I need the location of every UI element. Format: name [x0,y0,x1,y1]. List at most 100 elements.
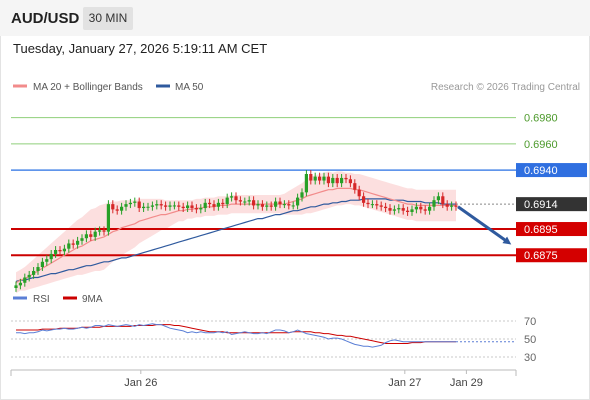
candle [32,267,36,279]
candle-body [348,179,352,184]
candle [45,255,49,266]
candle-body [181,206,185,209]
candle [159,200,163,210]
candle-body [370,204,374,206]
candle [296,193,300,210]
candle-body [260,204,264,207]
candle [14,281,18,292]
candle-body [137,201,141,209]
candle [177,201,181,211]
legend-label-ma50: MA 50 [175,82,204,93]
candle-body [106,204,110,232]
candle-body [410,209,414,212]
candle-body [98,230,102,232]
candle [260,200,264,211]
candle-body [366,202,370,205]
candle-body [164,205,168,207]
candle [243,197,247,206]
candle-body [45,259,49,262]
candle-body [304,174,308,193]
candle [27,270,31,282]
candle [137,197,141,212]
candle-body [238,200,242,202]
candle-body [32,270,36,275]
price-label-box [516,248,587,263]
candle-body [84,234,88,239]
candle [190,201,194,212]
candle [318,172,322,185]
rsi-tick-label: 30 [524,352,536,364]
candle-body [168,205,172,207]
candle [36,263,40,275]
candle-body [432,200,436,207]
candle-body [247,200,251,202]
candle [146,202,150,211]
candle [186,201,190,212]
candle-body [296,197,300,206]
candle [419,202,423,214]
price-label-target: 0.6980 [524,113,558,125]
candle [234,192,238,205]
candle-body [190,205,194,209]
price-label-resistance: 0.6940 [524,165,558,177]
candle-body [450,205,454,207]
candle [441,192,445,209]
candle [326,172,330,188]
candle-body [159,204,163,206]
candle-body [256,204,260,206]
candle-body [71,243,75,245]
candle-body [454,205,458,207]
candle [392,205,396,215]
candle-body [128,202,132,205]
candle [115,205,119,215]
timeframe-badge[interactable]: 30 MIN [83,7,133,30]
candle-body [14,285,18,288]
candle [89,230,93,241]
chart-header: AUD/USD 30 MIN [0,0,590,36]
x-axis-ticks: Jan 26 Jan 27 Jan 29 [124,370,483,389]
candle [230,192,234,202]
candle [265,201,269,211]
candle [111,200,115,214]
bollinger-band [16,171,456,294]
candle-body [313,176,317,181]
candle-body [230,196,234,198]
candle [128,198,132,209]
candle [278,197,282,209]
candle-body [375,204,379,206]
candle [375,200,379,210]
candle-body [234,196,238,201]
candle-body [340,177,344,184]
candle-body [146,206,150,208]
candle [344,174,348,184]
candle-body [269,205,273,207]
legend-label-rsi-ma: 9MA [82,294,103,305]
rsi-layer: 70 50 30 [11,316,536,364]
candle [445,200,449,211]
candle [348,175,352,188]
candle [287,200,291,210]
candle [340,174,344,188]
candle-body [199,208,203,210]
candle [353,179,357,194]
candle-body [194,208,198,210]
candle [300,188,304,202]
candle-body [318,176,322,181]
price-label-box [516,163,587,178]
candle [84,230,88,243]
candle [401,204,405,215]
candle [406,206,410,216]
candle-body [384,206,388,209]
candle-body [441,196,445,205]
candle-body [93,231,97,237]
candle [164,201,168,211]
candle [18,278,22,290]
candle [58,246,62,256]
candle-body [379,205,383,207]
datetime-label: Tuesday, January 27, 2026 5:19:11 AM CET [13,41,268,56]
rsi-tick-label: 70 [524,316,536,328]
candle-body [287,204,291,206]
candle [49,250,53,264]
candle-body [208,202,212,205]
candle-body [445,204,449,207]
